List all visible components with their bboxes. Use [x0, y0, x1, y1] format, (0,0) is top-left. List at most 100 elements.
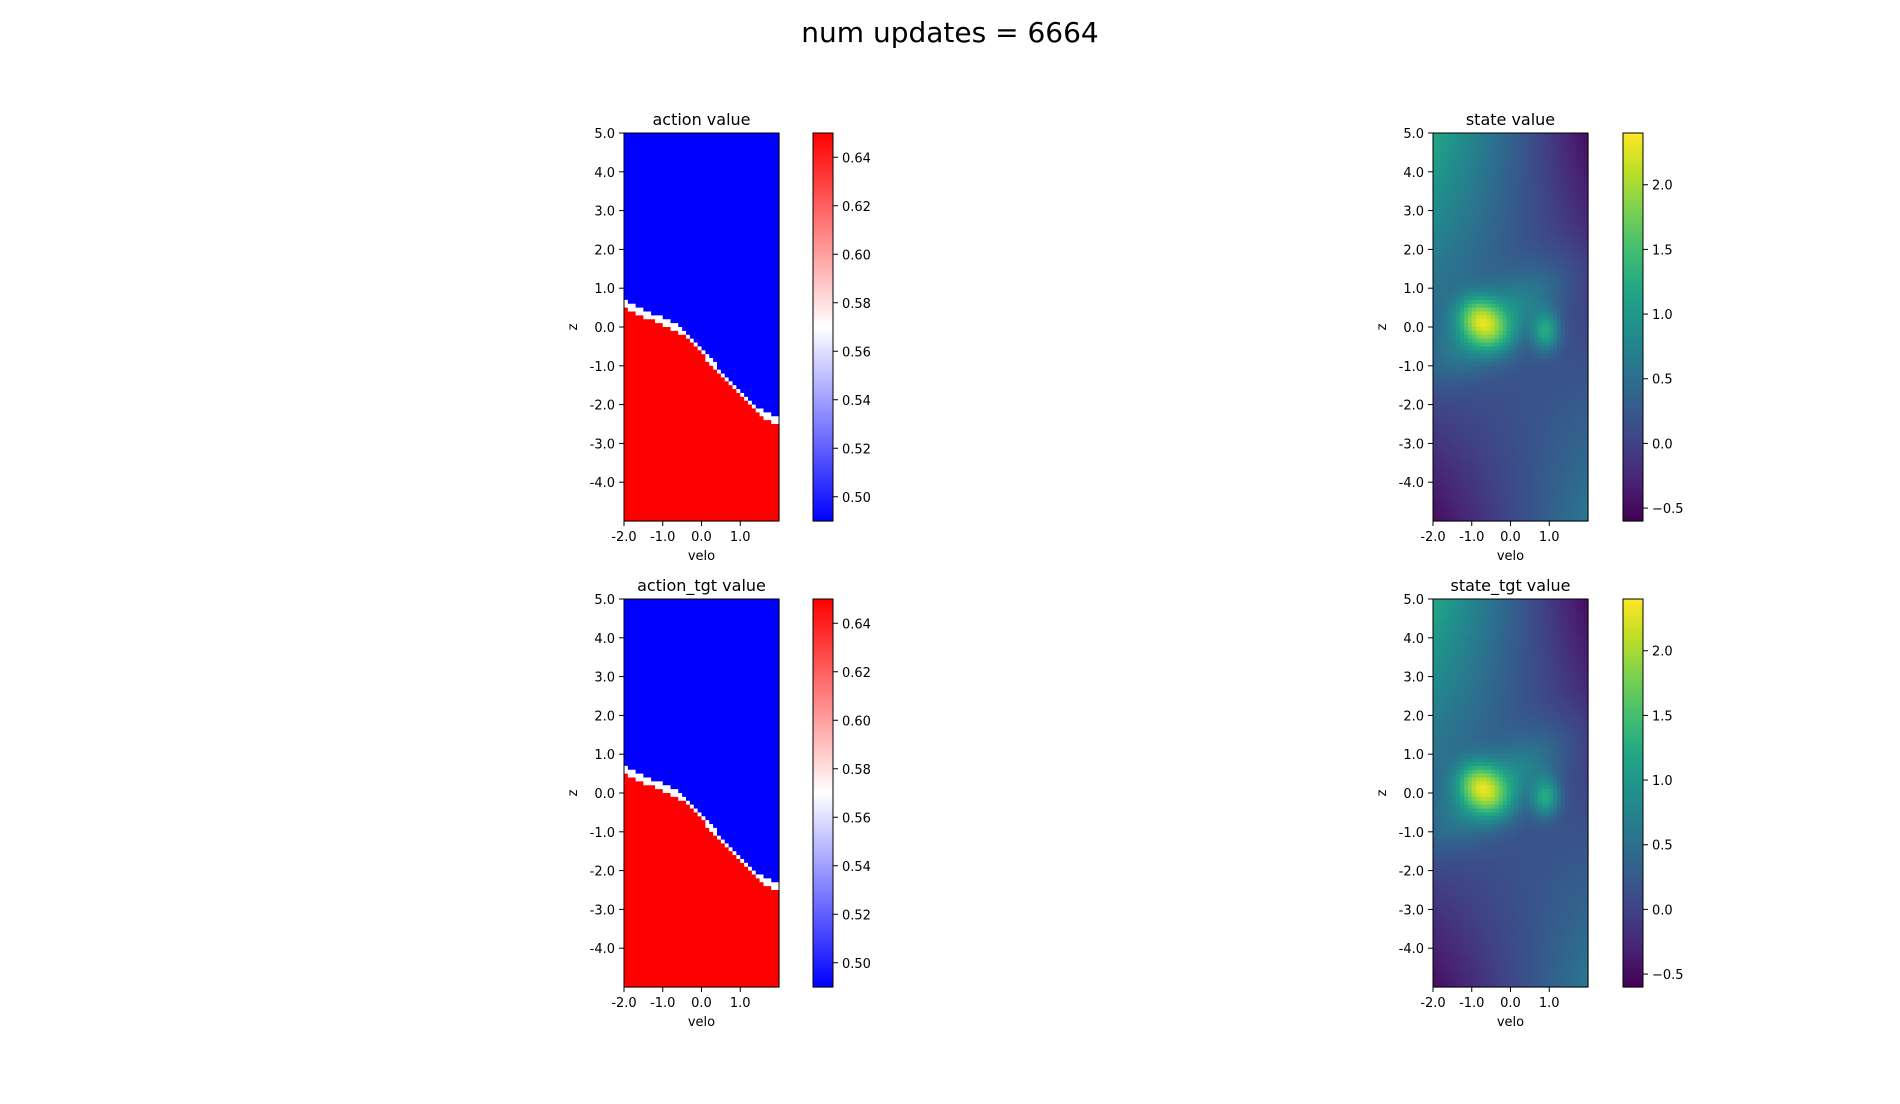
- heatmap-cell: [744, 269, 748, 273]
- heatmap-cell: [764, 168, 768, 172]
- heatmap-cell: [643, 156, 647, 160]
- heatmap-cell: [643, 350, 647, 354]
- heatmap-cell: [729, 269, 733, 273]
- heatmap-cell: [628, 346, 632, 350]
- heatmap-cell: [1449, 273, 1453, 277]
- heatmap-cell: [748, 296, 752, 300]
- heatmap-cell: [752, 249, 756, 253]
- heatmap-cell: [640, 296, 644, 300]
- heatmap-cell: [663, 327, 667, 331]
- heatmap-cell: [636, 304, 640, 308]
- heatmap-cell: [713, 191, 717, 195]
- heatmap-cell: [717, 362, 721, 366]
- heatmap-cell: [721, 443, 725, 447]
- heatmap-cell: [760, 160, 764, 164]
- heatmap-cell: [767, 405, 771, 409]
- heatmap-cell: [1452, 370, 1456, 374]
- heatmap-cell: [624, 168, 628, 172]
- heatmap-cell: [643, 467, 647, 471]
- heatmap-cell: [1445, 133, 1449, 137]
- heatmap-cell: [771, 412, 775, 416]
- heatmap-cell: [744, 137, 748, 141]
- heatmap-cell: [655, 377, 659, 381]
- heatmap-cell: [733, 401, 737, 405]
- heatmap-cell: [636, 242, 640, 246]
- heatmap-cell: [698, 505, 702, 509]
- heatmap-cell: [690, 358, 694, 362]
- heatmap-cell: [624, 447, 628, 451]
- heatmap-cell: [628, 145, 632, 149]
- heatmap-cell: [640, 280, 644, 284]
- heatmap-cell: [767, 451, 771, 455]
- heatmap-cell: [752, 172, 756, 176]
- heatmap-cell: [628, 207, 632, 211]
- heatmap-cell: [1441, 195, 1445, 199]
- heatmap-cell: [1460, 234, 1464, 238]
- heatmap-cell: [636, 494, 640, 498]
- heatmap-cell: [651, 226, 655, 230]
- heatmap-cell: [674, 385, 678, 389]
- heatmap-cell: [756, 463, 760, 467]
- heatmap-cell: [764, 253, 768, 257]
- heatmap-cell: [729, 149, 733, 153]
- heatmap-cell: [694, 381, 698, 385]
- heatmap-cell: [1460, 428, 1464, 432]
- heatmap-cell: [764, 401, 768, 405]
- heatmap-cell: [1437, 502, 1441, 506]
- heatmap-cell: [721, 261, 725, 265]
- heatmap-cell: [748, 381, 752, 385]
- heatmap-cell: [624, 164, 628, 168]
- heatmap-cell: [1433, 149, 1437, 153]
- heatmap-cell: [663, 447, 667, 451]
- heatmap-cell: [736, 490, 740, 494]
- heatmap-cell: [725, 168, 729, 172]
- heatmap-cell: [671, 280, 675, 284]
- heatmap-cell: [698, 389, 702, 393]
- heatmap-cell: [671, 323, 675, 327]
- heatmap-cell: [709, 311, 713, 315]
- heatmap-cell: [678, 424, 682, 428]
- heatmap-cell: [1437, 242, 1441, 246]
- heatmap-cell: [686, 447, 690, 451]
- heatmap-cell: [686, 280, 690, 284]
- heatmap-cell: [702, 498, 706, 502]
- heatmap-cell: [690, 253, 694, 257]
- heatmap-cell: [678, 447, 682, 451]
- heatmap-cell: [647, 191, 651, 195]
- heatmap-cell: [736, 133, 740, 137]
- heatmap-cell: [705, 350, 709, 354]
- heatmap-cell: [713, 246, 717, 250]
- heatmap-cell: [744, 176, 748, 180]
- heatmap-cell: [733, 242, 737, 246]
- heatmap-cell: [713, 211, 717, 215]
- heatmap-cell: [760, 478, 764, 482]
- heatmap-cell: [643, 172, 647, 176]
- heatmap-cell: [1445, 246, 1449, 250]
- heatmap-cell: [659, 133, 663, 137]
- heatmap-cell: [756, 443, 760, 447]
- heatmap-cell: [655, 222, 659, 226]
- heatmap-cell: [643, 389, 647, 393]
- heatmap-cell: [636, 269, 640, 273]
- heatmap-cell: [1441, 397, 1445, 401]
- heatmap-cell: [674, 199, 678, 203]
- heatmap-cell: [667, 145, 671, 149]
- heatmap-cell: [709, 509, 713, 513]
- heatmap-cell: [640, 288, 644, 292]
- heatmap-cell: [640, 374, 644, 378]
- heatmap-cell: [725, 277, 729, 281]
- heatmap-cell: [640, 168, 644, 172]
- heatmap-cell: [733, 168, 737, 172]
- heatmap-cell: [702, 164, 706, 168]
- heatmap-cell: [767, 385, 771, 389]
- heatmap-cell: [674, 467, 678, 471]
- heatmap-cell: [1460, 494, 1464, 498]
- heatmap-cell: [744, 381, 748, 385]
- heatmap-cell: [643, 242, 647, 246]
- heatmap-cell: [636, 164, 640, 168]
- heatmap-cell: [1445, 447, 1449, 451]
- heatmap-cell: [628, 440, 632, 444]
- heatmap-cell: [725, 214, 729, 218]
- heatmap-cell: [1437, 377, 1441, 381]
- heatmap-cell: [1437, 389, 1441, 393]
